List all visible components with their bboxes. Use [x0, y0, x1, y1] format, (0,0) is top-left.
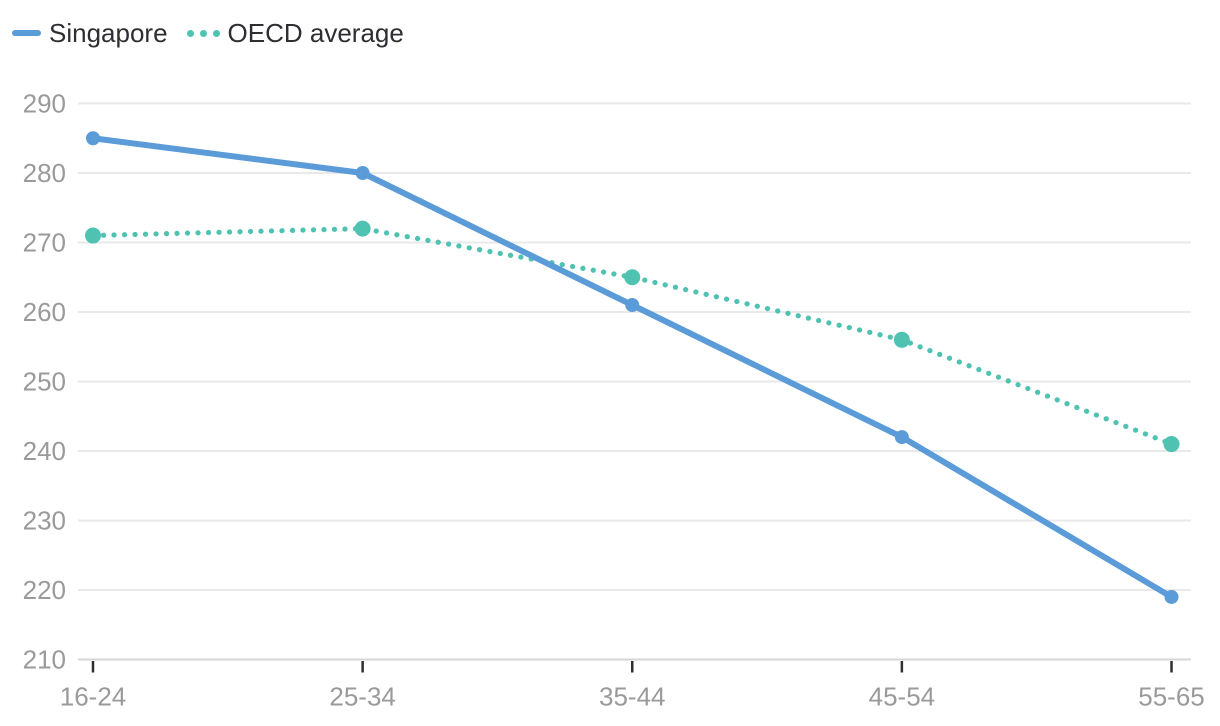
data-point-oecd-average	[1163, 436, 1180, 453]
y-tick-label: 240	[23, 436, 66, 466]
y-tick-label: 250	[23, 367, 66, 397]
data-point-oecd-average	[85, 227, 101, 244]
data-point-oecd-average	[624, 269, 641, 286]
y-tick-label: 260	[23, 297, 66, 327]
y-tick-label: 280	[23, 158, 66, 188]
x-tick-label: 55-65	[1138, 682, 1205, 712]
data-point-singapore	[86, 131, 100, 146]
y-tick-label: 290	[23, 89, 66, 119]
data-point-singapore	[1164, 589, 1179, 604]
data-point-singapore	[355, 166, 370, 180]
data-point-oecd-average	[354, 220, 371, 237]
oecd-dotted-line-swatch	[186, 29, 220, 37]
x-tick-label: 25-34	[329, 682, 396, 712]
series-line-singapore	[90, 135, 1175, 600]
y-tick-label: 230	[23, 506, 66, 536]
y-tick-label: 210	[23, 645, 66, 675]
y-tick-label: 220	[23, 575, 66, 605]
chart-legend: Singapore OECD average	[12, 20, 404, 46]
x-tick-label: 16-24	[60, 682, 127, 712]
series-line-oecd-average	[90, 226, 1175, 447]
x-tick-label: 45-54	[869, 682, 936, 712]
data-point-singapore	[625, 298, 640, 313]
legend-item-oecd-average: OECD average	[186, 18, 404, 48]
x-tick-label: 35-44	[599, 682, 666, 712]
y-tick-label: 270	[23, 228, 66, 258]
data-point-singapore	[894, 430, 909, 445]
legend-label-oecd-average: OECD average	[227, 18, 404, 48]
singapore-solid-line-swatch	[12, 30, 41, 36]
legend-label-singapore: Singapore	[49, 18, 168, 48]
data-point-oecd-average	[893, 331, 910, 348]
legend-item-singapore: Singapore	[12, 20, 168, 46]
